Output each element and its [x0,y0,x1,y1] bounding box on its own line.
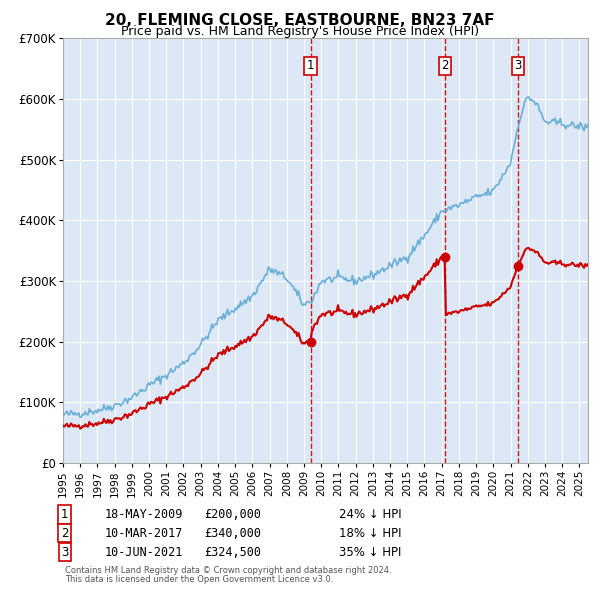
Text: 10-MAR-2017: 10-MAR-2017 [105,527,184,540]
Text: Contains HM Land Registry data © Crown copyright and database right 2024.: Contains HM Land Registry data © Crown c… [65,566,391,575]
Text: 18% ↓ HPI: 18% ↓ HPI [339,527,401,540]
Text: 3: 3 [514,59,522,72]
Text: 2: 2 [441,59,449,72]
Text: 2: 2 [61,527,68,540]
Text: 24% ↓ HPI: 24% ↓ HPI [339,508,401,521]
Text: £324,500: £324,500 [204,546,261,559]
Text: 1: 1 [61,508,68,521]
Text: 20, FLEMING CLOSE, EASTBOURNE, BN23 7AF: 20, FLEMING CLOSE, EASTBOURNE, BN23 7AF [105,13,495,28]
Text: £340,000: £340,000 [204,527,261,540]
Text: Price paid vs. HM Land Registry's House Price Index (HPI): Price paid vs. HM Land Registry's House … [121,25,479,38]
Text: £200,000: £200,000 [204,508,261,521]
Text: 1: 1 [307,59,314,72]
Text: 18-MAY-2009: 18-MAY-2009 [105,508,184,521]
Text: 10-JUN-2021: 10-JUN-2021 [105,546,184,559]
Text: 35% ↓ HPI: 35% ↓ HPI [339,546,401,559]
Text: This data is licensed under the Open Government Licence v3.0.: This data is licensed under the Open Gov… [65,575,333,584]
Text: 3: 3 [61,546,68,559]
